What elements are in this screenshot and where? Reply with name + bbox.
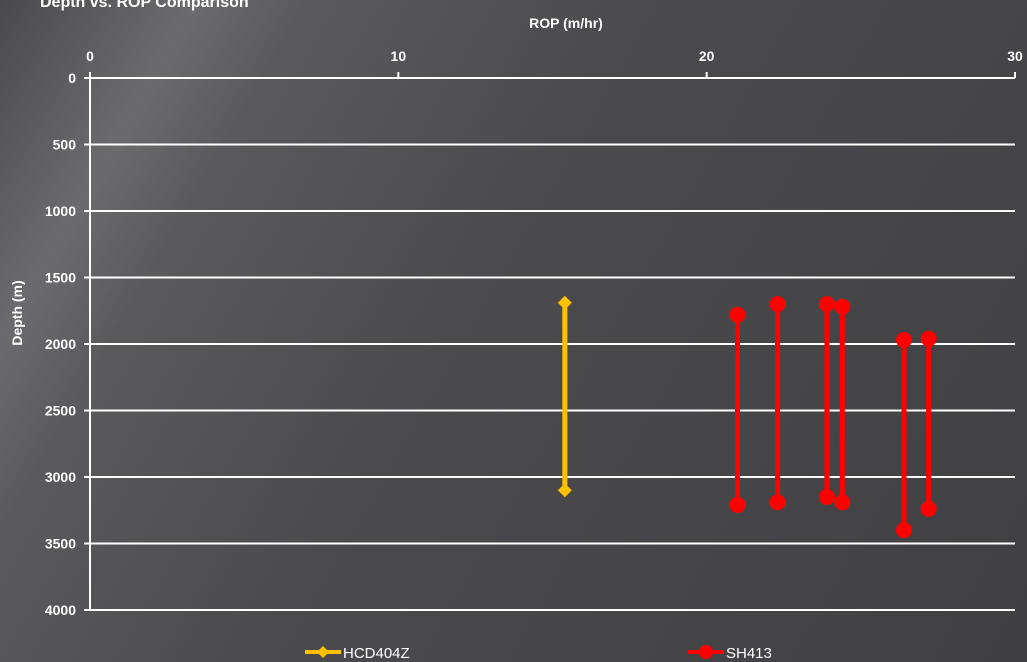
legend-item-sh413: SH413 (688, 645, 772, 662)
data-point (834, 298, 851, 315)
legend-label: HCD404Z (343, 645, 410, 662)
data-point (818, 296, 835, 313)
data-point (769, 296, 786, 313)
y-tick-label: 1500 (45, 270, 76, 286)
y-tick-label: 500 (53, 137, 77, 153)
x-tick-label: 0 (86, 48, 94, 64)
x-tick-label: 30 (1007, 48, 1023, 64)
axes (84, 72, 1016, 611)
legend-marker (699, 645, 713, 659)
data-point (834, 494, 851, 511)
data-point (920, 330, 937, 347)
legend-marker (317, 646, 329, 658)
series-hcd404z (557, 295, 572, 498)
x-tick-labels: 0 10 20 30 (86, 48, 1023, 64)
x-tick-label: 20 (699, 48, 715, 64)
x-tick-label: 10 (391, 48, 407, 64)
y-tick-labels: 0 500 1000 1500 2000 2500 3000 3500 4000 (45, 70, 76, 618)
y-tick-label: 4000 (45, 602, 76, 618)
y-tick-label: 3000 (45, 469, 76, 485)
data-point (729, 496, 746, 513)
y-tick-label: 0 (68, 70, 76, 86)
chart-title: Depth vs. ROP Comparison (40, 0, 249, 11)
legend-item-hcd404z: HCD404Z (305, 645, 410, 662)
grid-lines (90, 143, 1015, 611)
series-group (557, 295, 937, 539)
y-tick-label: 1000 (45, 203, 76, 219)
y-axis-label: Depth (m) (9, 280, 25, 345)
data-point (818, 488, 835, 505)
data-point (557, 295, 572, 310)
y-tick-label: 3500 (45, 536, 76, 552)
data-point (557, 483, 572, 498)
series-sh413 (729, 296, 937, 539)
data-point (769, 494, 786, 511)
data-point (896, 332, 912, 349)
data-point (920, 500, 937, 517)
data-point (729, 306, 746, 323)
legend: HCD404Z SH413 (305, 645, 772, 662)
x-axis-label: ROP (m/hr) (529, 15, 603, 31)
y-tick-label: 2000 (45, 336, 76, 352)
data-point (896, 522, 912, 539)
y-tick-label: 2500 (45, 403, 76, 419)
legend-label: SH413 (726, 645, 772, 662)
